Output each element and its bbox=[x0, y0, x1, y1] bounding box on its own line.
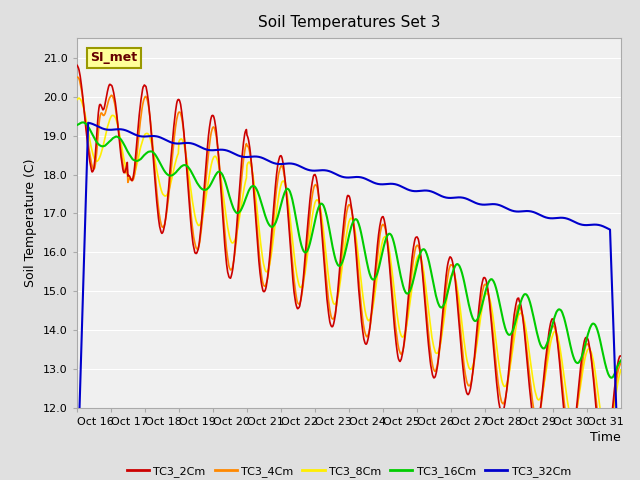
Y-axis label: Soil Temperature (C): Soil Temperature (C) bbox=[24, 159, 38, 288]
Title: Soil Temperatures Set 3: Soil Temperatures Set 3 bbox=[257, 15, 440, 30]
Legend: TC3_2Cm, TC3_4Cm, TC3_8Cm, TC3_16Cm, TC3_32Cm: TC3_2Cm, TC3_4Cm, TC3_8Cm, TC3_16Cm, TC3… bbox=[122, 462, 575, 480]
X-axis label: Time: Time bbox=[590, 431, 621, 444]
Text: SI_met: SI_met bbox=[90, 51, 138, 64]
